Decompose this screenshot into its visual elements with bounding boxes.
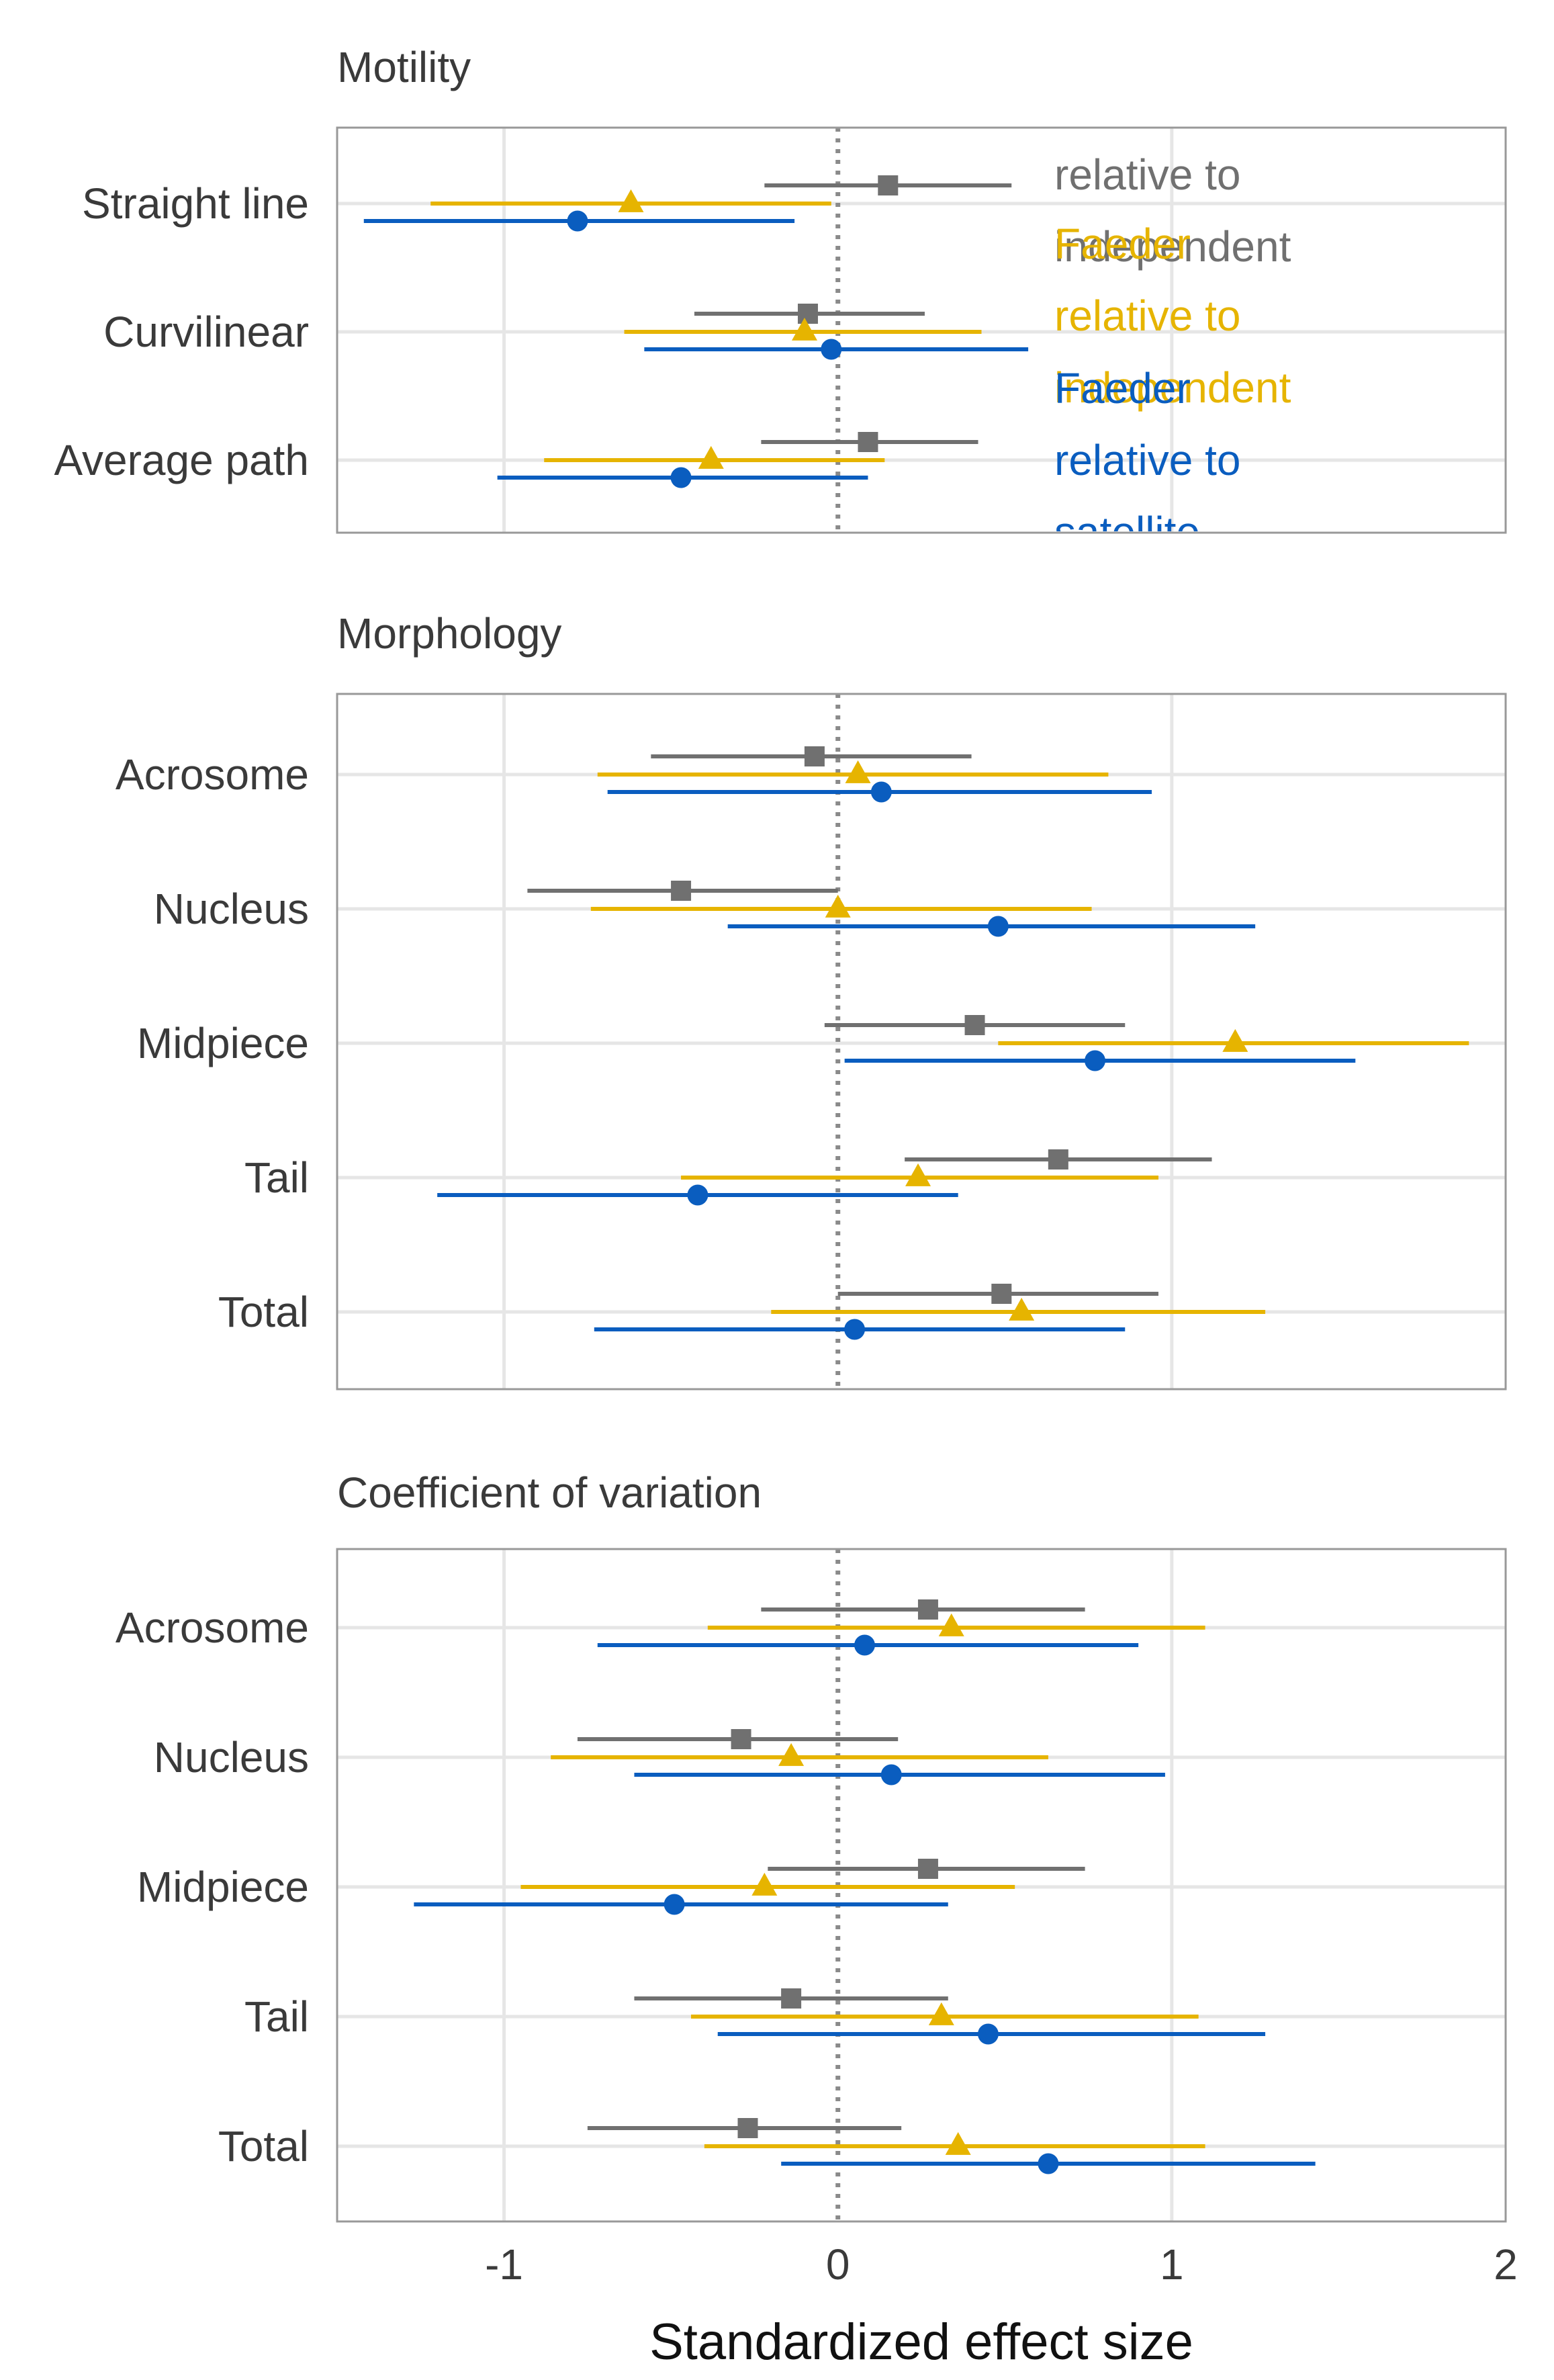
row-label: Curvilinear: [103, 308, 309, 356]
panel-morphology: Morphology Acrosome Nucleus Midpiece Tail Tot…: [116, 609, 1507, 1391]
point-faeder_sat: [670, 467, 692, 488]
row-label: Midpiece: [137, 1863, 309, 1911]
legend-entry-faeder_sat: satellite: [1054, 508, 1200, 556]
legend-entry-faeder_sat: Faeder: [1054, 364, 1191, 412]
point-faeder_indep: [938, 1613, 964, 1636]
row-label: Acrosome: [116, 1603, 309, 1652]
x-tick-label: 0: [826, 2240, 850, 2289]
point-faeder_sat: [821, 339, 842, 360]
legend-entry-satellite: independent: [1054, 222, 1291, 271]
point-satellite: [878, 175, 899, 195]
point-faeder_indep: [945, 2131, 971, 2155]
panel-border: [336, 1548, 1507, 2223]
point-satellite: [917, 1599, 938, 1620]
point-faeder_sat: [880, 1764, 902, 1786]
point-faeder_sat: [1085, 1050, 1106, 1071]
point-faeder_sat: [854, 1634, 875, 1656]
point-faeder_sat: [977, 2023, 999, 2045]
point-faeder_sat: [687, 1184, 709, 1206]
row-label: Tail: [244, 1992, 309, 2041]
point-faeder_sat: [870, 781, 892, 803]
legend-entry-faeder_sat: relative to: [1054, 436, 1240, 484]
legend-entry-faeder_indep: relative to: [1054, 292, 1240, 340]
point-faeder_sat: [567, 210, 588, 232]
row-label: Midpiece: [137, 1019, 309, 1067]
row-label: Total: [218, 1288, 309, 1336]
legend-entry-satellite: Satellite: [1054, 79, 1207, 127]
point-faeder_indep: [751, 1872, 778, 1896]
panel-title: Morphology: [337, 609, 561, 658]
point-satellite: [804, 746, 825, 766]
row-label: Acrosome: [116, 750, 309, 799]
panel-coefficient-of-variation: Coefficient of variation Acrosome Nucleus M…: [116, 1468, 1507, 2223]
panel-border: [336, 693, 1507, 1391]
point-faeder_indep: [905, 1163, 931, 1186]
point-faeder_indep: [778, 1743, 805, 1766]
legend-entry-satellite: relative to: [1054, 150, 1240, 199]
row-label: Nucleus: [154, 1733, 309, 1781]
point-faeder_sat: [664, 1894, 685, 1915]
point-faeder_indep: [792, 317, 817, 341]
panel-border: [336, 126, 1507, 534]
point-satellite: [858, 432, 878, 452]
panel-title: Motility: [337, 43, 471, 91]
legend-entry-faeder_indep: independent: [1054, 363, 1291, 412]
x-tick-label: -1: [485, 2240, 523, 2289]
point-satellite: [671, 881, 692, 901]
point-faeder_indep: [698, 445, 724, 469]
x-tick-label: 2: [1494, 2240, 1518, 2289]
legend-entry-faeder_indep: Faeder: [1054, 220, 1191, 268]
point-faeder_indep: [825, 894, 851, 918]
point-satellite: [797, 304, 818, 324]
row-label: Tail: [244, 1153, 309, 1202]
point-satellite: [964, 1015, 985, 1035]
point-satellite: [1048, 1149, 1068, 1170]
point-satellite: [737, 2118, 758, 2138]
point-faeder_indep: [845, 760, 871, 783]
row-label: Straight line: [82, 179, 309, 228]
point-satellite: [917, 1859, 938, 1879]
row-label: Total: [218, 2122, 309, 2170]
x-axis-title: Standardized effect size: [649, 2313, 1193, 2371]
point-faeder_indep: [618, 189, 644, 212]
panel-motility: Motility Straight line Curvilinear Average …: [54, 43, 1507, 534]
row-label: Average path: [54, 436, 309, 484]
row-label: Nucleus: [154, 885, 309, 933]
point-faeder_indep: [1009, 1297, 1035, 1321]
point-faeder_sat: [844, 1319, 866, 1340]
point-faeder_indep: [1222, 1028, 1248, 1052]
point-satellite: [991, 1284, 1012, 1304]
point-faeder_indep: [928, 2002, 954, 2025]
panel-title: Coefficient of variation: [337, 1468, 762, 1517]
point-satellite: [781, 1988, 802, 2009]
point-faeder_sat: [1038, 2153, 1059, 2174]
point-satellite: [731, 1729, 751, 1749]
x-tick-label: 1: [1160, 2240, 1184, 2289]
point-faeder_sat: [987, 916, 1009, 937]
